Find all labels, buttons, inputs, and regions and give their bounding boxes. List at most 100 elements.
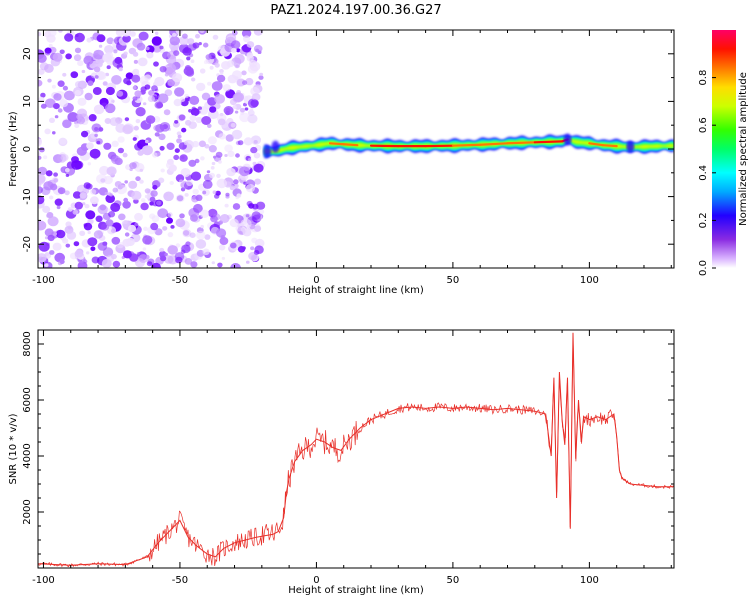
noise-blob [112,260,121,268]
noise-blob [97,242,108,251]
noise-blob [253,152,261,159]
noise-blob [195,239,207,249]
snr-y-ticks: 2000 4000 6000 8000 [22,329,674,555]
noise-blob [244,107,249,111]
noise-blob [242,35,251,43]
noise-blob [146,261,153,267]
noise-blob [170,225,175,229]
noise-blob [38,166,48,176]
noise-blob [197,106,202,111]
noise-blob [205,54,212,60]
noise-blob [122,238,132,247]
noise-blob [111,140,119,147]
noise-blob [38,174,46,183]
noise-blob [184,193,189,197]
noise-blob [203,60,208,65]
noise-blob [226,39,231,44]
snr-background [38,330,674,568]
noise-blob [52,242,62,251]
noise-blob [56,205,61,210]
noise-blob [234,103,242,110]
noise-blob [252,203,259,210]
noise-blob [117,136,125,143]
noise-blob [211,161,216,166]
snr-series-noise [38,338,674,568]
noise-blob [40,92,46,98]
noise-blob [198,42,202,46]
noise-blob [212,190,217,194]
spectrogram-x-label: Height of straight line (km) [288,285,424,296]
figure-title: PAZ1.2024.197.00.36.G27 [270,3,441,18]
noise-blob [49,250,55,255]
noise-blob [58,137,67,145]
noise-blob [123,77,131,85]
noise-blob [125,72,134,80]
noise-blob [236,48,241,53]
noise-blob [246,41,255,48]
noise-blob [124,232,130,237]
noise-blob [53,93,62,101]
noise-blob [191,77,196,82]
noise-blob [144,188,151,194]
noise-blob [60,154,69,162]
noise-blob [87,162,92,166]
noise-blob [124,180,128,184]
noise-blob [195,33,200,39]
ridge-peak [479,142,509,146]
noise-blob [65,221,72,227]
noise-blob [232,203,241,210]
noise-blob [159,66,167,73]
noise-blob [199,30,205,33]
noise-blob [122,34,131,43]
noise-blob [159,45,164,50]
noise-blob [133,125,139,131]
noise-blob [192,42,200,49]
noise-blob [122,152,128,158]
noise-blob [107,208,111,212]
noise-blob [132,51,139,57]
noise-blob [45,98,56,108]
noise-blob [172,73,183,83]
noise-blob [188,109,193,113]
noise-blob [166,142,175,150]
colorbar-ticks: 0.0 0.2 0.4 0.6 0.8 [698,70,716,276]
noise-blob [207,81,212,86]
noise-blob [81,69,86,74]
noise-blob [216,173,221,178]
noise-blob [74,201,84,210]
noise-blob [66,231,77,240]
noise-blob [249,108,254,112]
noise-blob [152,184,158,190]
noise-blob [38,68,45,75]
noise-blob [181,244,191,254]
noise-blob [230,263,241,268]
noise-blob [143,226,148,231]
noise-blob [174,87,185,97]
noise-blob [38,186,43,194]
noise-blob [137,57,148,67]
noise-blob [207,123,212,128]
noise-blob [105,194,115,204]
noise-blob [102,81,108,86]
noise-blob [86,251,90,255]
noise-blob [253,30,263,36]
ridge-blob [626,140,635,153]
noise-blob [96,34,106,43]
noise-blob [131,74,141,83]
noise-blob [200,224,204,229]
noise-blob [143,102,147,106]
noise-blob [216,178,228,189]
noise-blob [247,114,258,124]
noise-blob [47,234,55,242]
noise-blob [134,162,145,173]
noise-blob [140,89,146,95]
noise-blob [233,92,245,103]
noise-blob [97,71,107,81]
y-tick-label: 4000 [22,443,33,468]
noise-blob [159,122,171,132]
y-tick-label: 6000 [22,387,33,412]
noise-blob [241,246,246,250]
noise-blob [218,133,226,140]
noise-blob [190,108,200,116]
